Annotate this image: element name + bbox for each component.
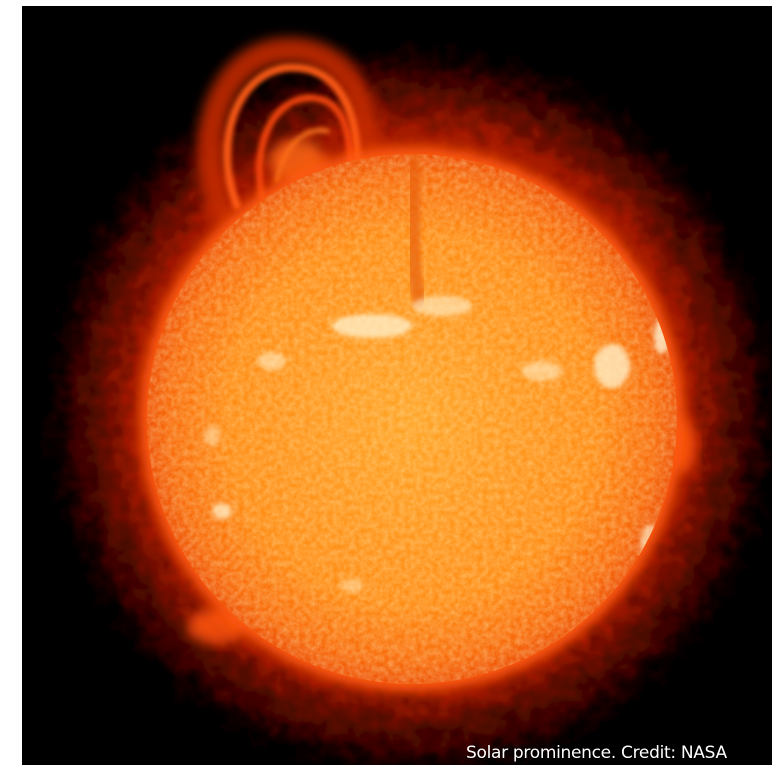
- sun-icon: [22, 6, 772, 765]
- solar-photo: [22, 6, 772, 765]
- photo-caption: Solar prominence. Credit: NASA: [466, 743, 727, 763]
- granulation: [147, 154, 677, 684]
